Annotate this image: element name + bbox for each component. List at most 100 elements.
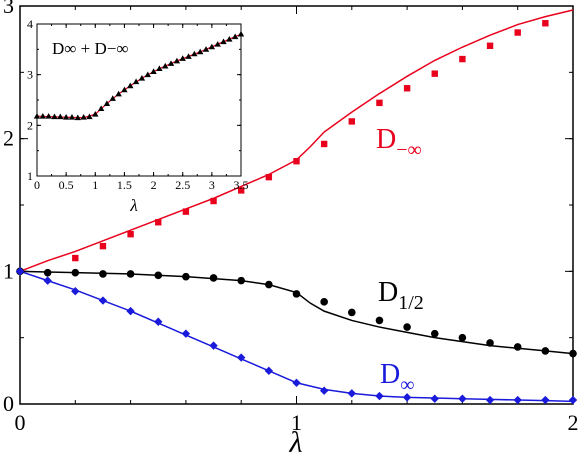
data-point-marker bbox=[486, 339, 494, 347]
data-point-marker bbox=[181, 329, 191, 338]
data-point-marker bbox=[430, 329, 439, 338]
data-point-marker bbox=[293, 158, 300, 165]
x-tick-label: 3.5 bbox=[234, 178, 249, 192]
x-tick-label: 2 bbox=[151, 178, 157, 192]
y-tick-label: 2 bbox=[27, 118, 33, 132]
series-label-d-inf: D∞ bbox=[380, 359, 415, 396]
data-point-marker bbox=[45, 113, 52, 119]
data-point-marker bbox=[376, 99, 383, 107]
data-point-marker bbox=[209, 274, 218, 282]
y-tick-label: 2 bbox=[3, 126, 14, 151]
data-point-marker bbox=[68, 114, 76, 120]
data-point-marker bbox=[179, 55, 186, 61]
data-point-marker bbox=[292, 378, 301, 387]
y-tick-label: 3 bbox=[27, 68, 33, 82]
x-tick-label: 2.5 bbox=[175, 178, 190, 192]
data-point-marker bbox=[542, 20, 549, 27]
data-point-marker bbox=[86, 113, 93, 120]
data-point-marker bbox=[431, 70, 438, 77]
data-point-marker bbox=[99, 242, 107, 250]
data-point-marker bbox=[265, 173, 273, 181]
data-point-marker bbox=[208, 43, 216, 50]
data-point-marker bbox=[162, 62, 169, 69]
data-point-marker bbox=[292, 290, 301, 298]
inset-plot: 0 0.5 1 1.5 2 2.5 3 3.5 1 2 3 4 λ D∞ + D−∞ bbox=[27, 17, 249, 215]
data-point-marker bbox=[191, 50, 198, 57]
data-point-marker bbox=[99, 270, 107, 278]
x-tick-label: 1 bbox=[92, 178, 98, 192]
data-point-marker bbox=[72, 254, 79, 262]
data-point-marker bbox=[185, 53, 192, 59]
data-point-marker bbox=[121, 86, 128, 93]
data-point-marker bbox=[173, 57, 181, 64]
data-point-marker bbox=[156, 65, 163, 71]
data-point-marker bbox=[155, 219, 162, 226]
data-point-marker bbox=[541, 347, 550, 355]
x-tick-label: 0 bbox=[15, 410, 26, 435]
data-point-marker bbox=[43, 268, 52, 277]
data-point-marker bbox=[486, 42, 494, 49]
data-point-marker bbox=[237, 30, 245, 37]
data-point-marker bbox=[126, 270, 135, 278]
data-point-marker bbox=[126, 306, 135, 316]
data-point-marker bbox=[403, 85, 411, 92]
data-point-marker bbox=[264, 366, 274, 376]
data-point-marker bbox=[15, 267, 25, 276]
data-point-marker bbox=[127, 82, 134, 89]
data-point-marker bbox=[238, 187, 245, 194]
data-point-marker bbox=[98, 296, 108, 305]
data-point-marker bbox=[103, 100, 111, 106]
data-point-marker bbox=[348, 118, 355, 125]
data-point-marker bbox=[127, 230, 134, 238]
data-point-marker bbox=[71, 268, 80, 277]
inset-axis-ticks bbox=[36, 23, 242, 177]
x-tick-label: 3 bbox=[209, 178, 215, 192]
data-point-marker bbox=[167, 60, 175, 66]
data-point-marker bbox=[182, 272, 190, 281]
data-point-marker bbox=[62, 114, 70, 120]
data-point-marker bbox=[265, 280, 273, 289]
y-tick-label: 0 bbox=[3, 391, 14, 416]
data-point-marker bbox=[150, 68, 157, 75]
data-point-marker bbox=[97, 105, 105, 112]
data-point-marker bbox=[568, 395, 578, 405]
data-point-marker bbox=[320, 298, 328, 306]
main-axis-ticks bbox=[19, 5, 574, 405]
data-point-marker bbox=[402, 393, 412, 402]
inset-series-markers bbox=[33, 30, 245, 121]
data-point-marker bbox=[57, 113, 64, 120]
data-point-marker bbox=[197, 48, 204, 55]
data-point-marker bbox=[319, 386, 329, 395]
data-point-marker bbox=[231, 33, 239, 40]
data-point-marker bbox=[569, 349, 577, 358]
data-point-marker bbox=[430, 394, 439, 403]
data-point-marker bbox=[458, 333, 467, 342]
series-label-d-minus-inf: D−∞ bbox=[376, 124, 422, 161]
data-point-marker bbox=[220, 38, 227, 45]
data-point-marker bbox=[33, 113, 41, 119]
data-point-marker bbox=[51, 113, 58, 120]
y-tick-label: 1 bbox=[3, 258, 14, 283]
data-point-marker bbox=[375, 391, 384, 401]
data-point-marker bbox=[485, 395, 495, 405]
series-label-d-half: D1/2 bbox=[378, 277, 424, 314]
inset-formula-label: D∞ + D−∞ bbox=[52, 39, 128, 58]
data-point-marker bbox=[132, 78, 140, 85]
x-tick-label: 0.5 bbox=[59, 178, 74, 192]
data-point-marker bbox=[202, 46, 210, 52]
y-tick-label: 3 bbox=[3, 0, 14, 18]
data-point-marker bbox=[403, 323, 411, 331]
data-point-marker bbox=[210, 197, 217, 205]
data-point-marker bbox=[154, 317, 163, 326]
data-point-marker bbox=[144, 71, 151, 78]
data-point-marker bbox=[226, 36, 233, 42]
y-tick-label: 1 bbox=[27, 169, 33, 183]
data-point-marker bbox=[154, 271, 163, 280]
data-point-marker bbox=[209, 341, 218, 350]
x-tick-label: 1.5 bbox=[117, 178, 132, 192]
data-point-marker bbox=[71, 287, 80, 296]
data-point-marker bbox=[458, 394, 467, 403]
data-point-marker bbox=[513, 343, 522, 351]
x-tick-label: 1 bbox=[291, 410, 302, 435]
